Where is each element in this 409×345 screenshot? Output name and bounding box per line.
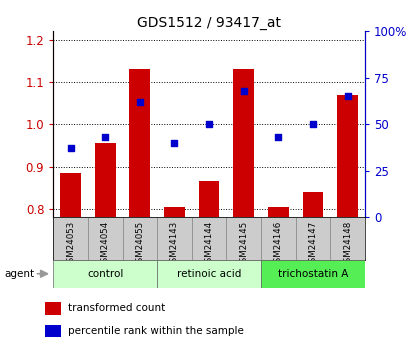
Bar	[88, 217, 122, 260]
Bar	[267, 207, 288, 217]
Point	[205, 121, 212, 127]
Text: percentile rank within the sample: percentile rank within the sample	[68, 326, 243, 336]
Text: trichostatin A: trichostatin A	[277, 269, 347, 279]
Point	[309, 121, 315, 127]
Text: transformed count: transformed count	[68, 303, 165, 313]
Text: GSM24143: GSM24143	[170, 221, 179, 268]
Text: GSM24144: GSM24144	[204, 221, 213, 268]
Bar	[164, 207, 184, 217]
Bar	[336, 95, 357, 217]
Bar	[157, 217, 191, 260]
Text: control: control	[87, 269, 123, 279]
Text: GSM24053: GSM24053	[66, 221, 75, 268]
Bar	[53, 217, 88, 260]
Bar	[129, 69, 150, 217]
Bar	[157, 260, 261, 288]
Bar	[122, 217, 157, 260]
Text: GSM24054: GSM24054	[101, 221, 110, 268]
Bar	[295, 217, 330, 260]
Text: GSM24146: GSM24146	[273, 221, 282, 268]
Point	[171, 140, 178, 146]
Point	[240, 88, 246, 93]
Bar	[60, 173, 81, 217]
Bar	[330, 217, 364, 260]
Point	[67, 146, 74, 151]
Point	[274, 135, 281, 140]
Bar	[233, 69, 254, 217]
Text: retinoic acid: retinoic acid	[176, 269, 241, 279]
Bar	[226, 217, 261, 260]
Text: GSM24145: GSM24145	[238, 221, 247, 268]
Bar	[191, 217, 226, 260]
Bar	[45, 302, 61, 315]
Text: GSM24055: GSM24055	[135, 221, 144, 268]
Bar	[302, 192, 323, 217]
Title: GDS1512 / 93417_at: GDS1512 / 93417_at	[137, 16, 281, 30]
Text: agent: agent	[4, 269, 34, 279]
Bar	[94, 143, 115, 217]
Text: GSM24147: GSM24147	[308, 221, 317, 268]
Text: GSM24148: GSM24148	[342, 221, 351, 268]
Point	[102, 135, 108, 140]
Bar	[261, 217, 295, 260]
Bar	[198, 181, 219, 217]
Bar	[261, 260, 364, 288]
Point	[136, 99, 143, 105]
Bar	[53, 260, 157, 288]
Point	[344, 93, 350, 99]
Bar	[45, 325, 61, 337]
